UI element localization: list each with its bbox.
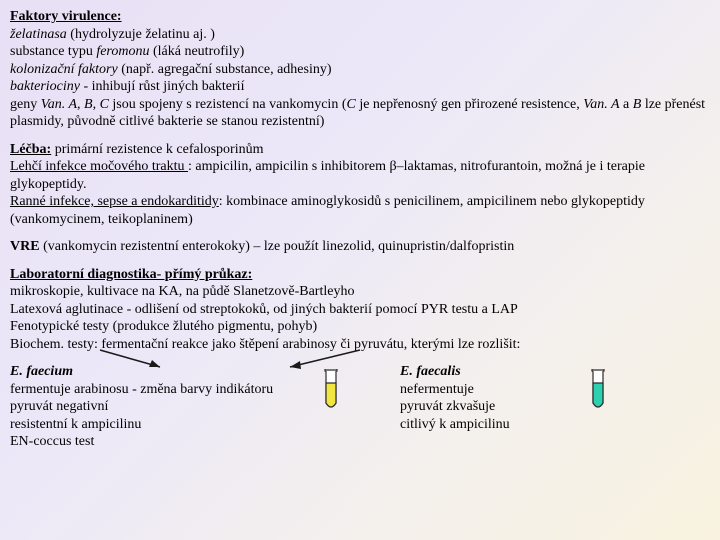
fv-bak-i: bakteriociny <box>10 79 80 94</box>
fv-gen-mid3: a <box>620 97 633 112</box>
faecium-title: E. faecium <box>10 364 73 379</box>
faecalis-title: E. faecalis <box>400 364 461 379</box>
lab-l4: Biochem. testy: fermentační reakce jako … <box>10 337 520 352</box>
virulence-title: Faktory virulence: <box>10 9 122 24</box>
vre-block: VRE (vankomycin rezistentní enterokoky) … <box>10 238 708 256</box>
faecium-l4: EN-coccus test <box>10 434 94 449</box>
lecba-rest: primární rezistence k cefalosporinům <box>51 142 263 157</box>
lecba-block: Léčba: primární rezistence k cefalospori… <box>10 141 708 229</box>
faecalis-l2: pyruvát zkvašuje <box>400 399 495 414</box>
fv-gen-mid2: je nepřenosný gen přirozené resistence, <box>356 97 583 112</box>
lab-l3: Fenotypické testy (produkce žlutého pigm… <box>10 319 317 334</box>
lab-l1: mikroskopie, kultivace na KA, na půdě Sl… <box>10 284 354 299</box>
fv-gen-i1: Van. A, B, C <box>41 97 109 112</box>
fv-kol-i: kolonizační faktory <box>10 62 118 77</box>
fv-zelatina-i: želatinasa <box>10 27 67 42</box>
faecium-l1: fermentuje arabinosu - změna barvy indik… <box>10 382 273 397</box>
fv-gen-mid: jsou spojeny s rezistencí na vankomycin … <box>109 97 347 112</box>
test-tube-teal-icon <box>590 369 606 411</box>
ranne-u: Ranné infekce, sepse a endokarditidy <box>10 194 219 209</box>
lab-title: Laboratorní diagnostika- přímý průkaz: <box>10 267 252 282</box>
virulence-block: Faktory virulence: želatinasa (hydrolyzu… <box>10 8 708 131</box>
faecium-col: E. faecium fermentuje arabinosu - změna … <box>10 363 400 451</box>
fv-zelatina-rest: (hydrolyzuje želatinu aj. ) <box>67 27 215 42</box>
faecium-l2: pyruvát negativní <box>10 399 108 414</box>
fv-sub-pre: substance typu <box>10 44 96 59</box>
fv-gen-i3: Van. A <box>583 97 619 112</box>
fv-bak-rest: - inhibují růst jiných bakterií <box>80 79 244 94</box>
test-tube-yellow-icon <box>323 369 339 411</box>
lab-block: Laboratorní diagnostika- přímý průkaz: m… <box>10 266 708 354</box>
fv-sub-rest: (láká neutrofily) <box>149 44 244 59</box>
vre-b: VRE <box>10 239 40 254</box>
fv-gen-pre: geny <box>10 97 41 112</box>
lecba-label: Léčba: <box>10 142 51 157</box>
faecalis-col: E. faecalis nefermentuje pyruvát zkvašuj… <box>400 363 660 433</box>
fv-sub-i: feromonu <box>96 44 149 59</box>
faecalis-l1: nefermentuje <box>400 382 474 397</box>
comparison-block: E. faecium fermentuje arabinosu - změna … <box>10 363 708 451</box>
faecalis-l3: citlivý k ampicilinu <box>400 417 510 432</box>
faecium-l3: resistentní k ampicilinu <box>10 417 141 432</box>
fv-gen-i2: C <box>346 97 355 112</box>
lehci-u: Lehčí infekce močového traktu <box>10 159 188 174</box>
vre-rest: (vankomycin rezistentní enterokoky) – lz… <box>40 239 515 254</box>
lab-l2: Latexová aglutinace - odlišení od strept… <box>10 302 518 317</box>
fv-kol-rest: (např. agregační substance, adhesiny) <box>118 62 332 77</box>
